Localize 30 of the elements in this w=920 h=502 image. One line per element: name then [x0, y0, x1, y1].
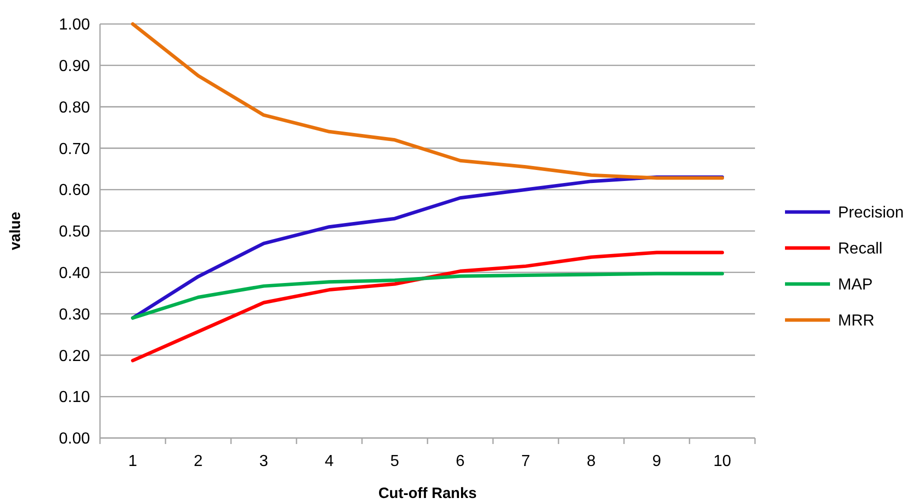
x-tick-label: 3 [259, 453, 268, 470]
x-tick-label: 1 [128, 453, 138, 470]
y-tick-label: 0.60 [58, 182, 90, 200]
x-tick-label: 4 [324, 453, 334, 470]
x-tick-label: 9 [652, 453, 662, 470]
x-tick-label: 5 [390, 453, 400, 470]
legend-label: MRR [838, 312, 874, 330]
x-tick-label: 10 [713, 453, 732, 470]
legend-label: Recall [838, 240, 882, 258]
x-axis-title: Cut-off Ranks [378, 485, 477, 502]
y-tick-label: 0.20 [58, 348, 90, 365]
y-tick-label: 0.90 [58, 58, 90, 75]
y-tick-label: 0.40 [58, 265, 90, 282]
x-tick-label: 8 [586, 453, 596, 470]
legend-label: Precision [838, 204, 904, 222]
legend-label: MAP [838, 276, 873, 294]
y-axis-title: value [7, 212, 24, 250]
x-tick-label: 2 [194, 453, 203, 470]
line-series [131, 250, 724, 362]
y-tick-label: 1.00 [58, 16, 90, 34]
y-tick-label: 0.50 [58, 224, 90, 241]
y-tick-label: 0.10 [58, 389, 90, 406]
line-series [131, 22, 724, 180]
x-tick-label: 7 [521, 453, 530, 470]
y-tick-label: 0.70 [58, 140, 90, 158]
y-tick-label: 0.00 [58, 430, 90, 448]
y-tick-label: 0.30 [58, 306, 90, 324]
y-tick-label: 0.80 [58, 99, 90, 116]
x-tick-label: 6 [456, 453, 465, 470]
line-series [131, 272, 724, 320]
